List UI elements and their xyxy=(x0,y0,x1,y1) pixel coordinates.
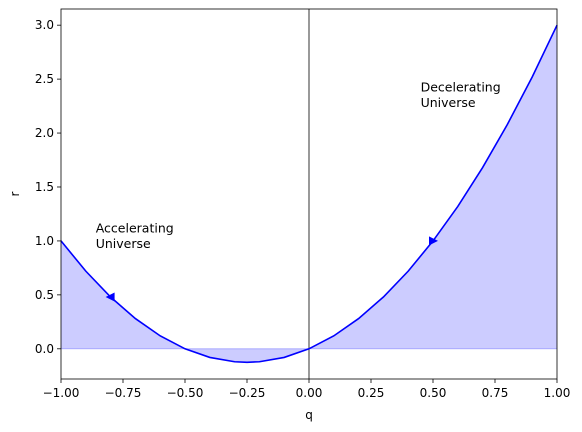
y-tick-label: 0.5 xyxy=(35,288,54,302)
x-tick-label: 0.00 xyxy=(296,386,323,400)
x-axis-label: q xyxy=(305,408,313,422)
annotation-0-line-1: Universe xyxy=(96,236,151,251)
x-tick-label: 0.75 xyxy=(482,386,509,400)
y-axis-ticks: 0.0 0.5 1.0 1.5 2.0 2.5 3.0 xyxy=(35,18,61,356)
curve-layer xyxy=(60,24,558,364)
direction-arrow-0 xyxy=(105,292,115,302)
annotation-0-line-0: Accelerating xyxy=(96,220,174,235)
fill-area xyxy=(61,25,557,363)
x-tick-label: −0.75 xyxy=(105,386,142,400)
annotation-1-line-0: Decelerating xyxy=(421,80,501,95)
series-line xyxy=(60,24,558,364)
y-tick-label: 2.5 xyxy=(35,72,54,86)
x-tick-label: −0.50 xyxy=(167,386,204,400)
y-tick-label: 1.0 xyxy=(35,234,54,248)
y-tick-label: 1.5 xyxy=(35,180,54,194)
y-tick-label: 0.0 xyxy=(35,342,54,356)
y-tick-label: 3.0 xyxy=(35,18,54,32)
arrow-layer xyxy=(105,236,438,302)
x-tick-label: −1.00 xyxy=(43,386,80,400)
x-tick-label: 0.50 xyxy=(420,386,447,400)
direction-arrow-1 xyxy=(429,236,438,246)
x-axis-ticks: −1.00 −0.75 −0.50 −0.25 0.00 0.25 0.50 0.75 1.00 xyxy=(43,379,571,400)
x-tick-label: 1.00 xyxy=(544,386,571,400)
y-axis-label: r xyxy=(8,191,22,196)
annotation-1-line-1: Universe xyxy=(421,95,476,110)
x-tick-label: 0.25 xyxy=(358,386,385,400)
x-tick-label: −0.25 xyxy=(229,386,266,400)
y-tick-label: 2.0 xyxy=(35,126,54,140)
